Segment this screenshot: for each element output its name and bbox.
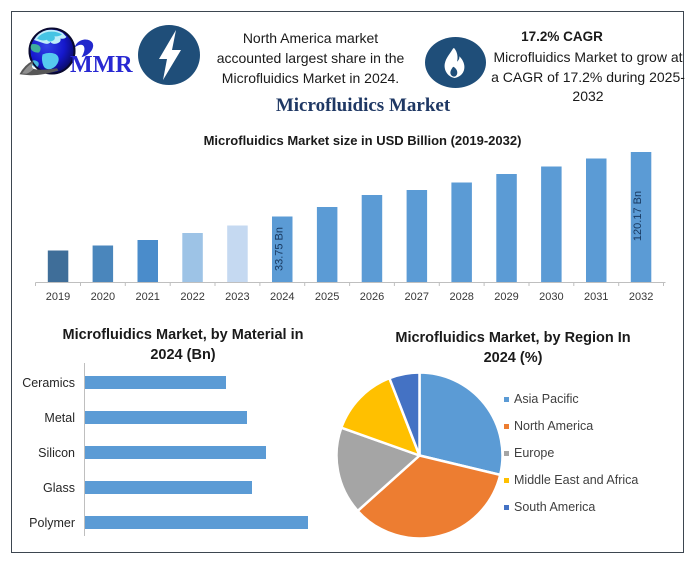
svg-text:Glass: Glass (43, 481, 75, 495)
svg-text:MMR: MMR (70, 52, 133, 78)
svg-text:2022: 2022 (180, 291, 204, 303)
svg-text:2025: 2025 (315, 291, 339, 303)
svg-text:2027: 2027 (405, 291, 429, 303)
svg-text:2020: 2020 (91, 291, 115, 303)
svg-text:Ceramics: Ceramics (22, 376, 75, 390)
svg-text:2026: 2026 (360, 291, 384, 303)
svg-text:2029: 2029 (494, 291, 518, 303)
svg-text:120.17 Bn: 120.17 Bn (632, 191, 644, 241)
svg-text:33.75 Bn: 33.75 Bn (273, 227, 285, 271)
svg-text:2024: 2024 (270, 291, 294, 303)
svg-text:2032: 2032 (629, 291, 653, 303)
svg-text:2031: 2031 (584, 291, 608, 303)
svg-text:2019: 2019 (46, 291, 70, 303)
svg-text:2021: 2021 (135, 291, 159, 303)
svg-text:Metal: Metal (44, 411, 75, 425)
svg-text:2023: 2023 (225, 291, 249, 303)
svg-text:Silicon: Silicon (38, 446, 75, 460)
svg-text:2028: 2028 (449, 291, 473, 303)
svg-text:Polymer: Polymer (29, 516, 75, 530)
svg-text:2030: 2030 (539, 291, 563, 303)
